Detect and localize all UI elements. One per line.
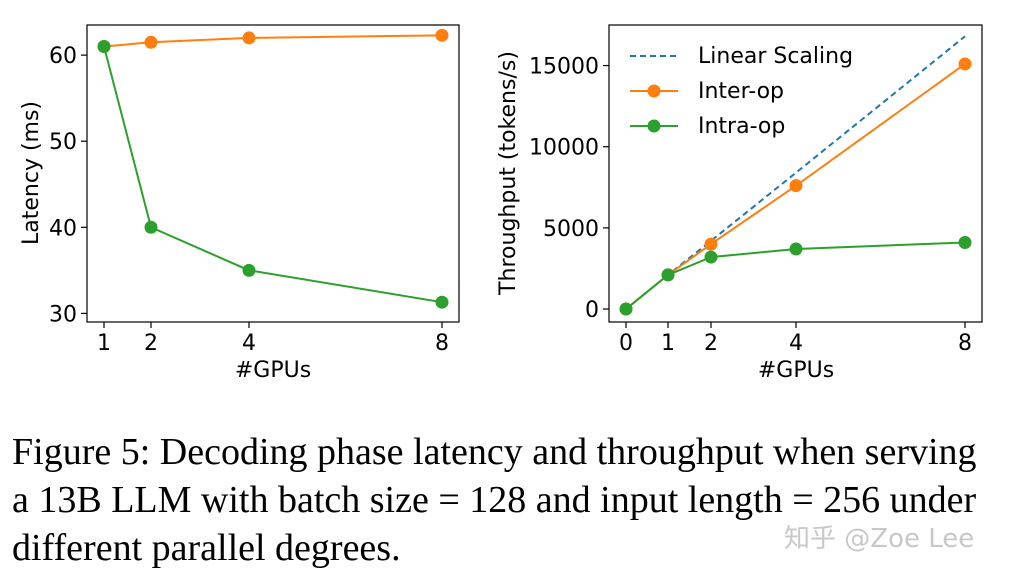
latency-x-axis-label: #GPUs — [235, 358, 311, 383]
legend-linear-scaling-label: Linear Scaling — [698, 44, 853, 69]
latency-inter-point — [144, 35, 158, 49]
throughput-legend: Linear Scaling Inter-op Intra-op — [630, 44, 853, 139]
throughput-x-tick-label: 0 — [619, 331, 633, 356]
throughput-x-tick-label: 8 — [958, 331, 972, 356]
throughput-linear-line — [625, 35, 966, 310]
throughput-intra-point — [789, 242, 803, 256]
legend-intra-op-swatch-marker — [647, 119, 661, 133]
latency-intra-point — [435, 295, 449, 309]
throughput-series — [619, 35, 972, 316]
throughput-x-axis-label: #GPUs — [758, 358, 834, 383]
throughput-y-tick-label: 15000 — [529, 55, 599, 80]
latency-x-tick-label: 1 — [97, 331, 111, 356]
latency-inter-point — [435, 28, 449, 42]
throughput-inter-point — [789, 179, 803, 193]
latency-inter-line — [103, 34, 443, 48]
throughput-x-ticks: 0 1 2 4 8 — [619, 322, 972, 356]
legend-inter-op-label: Inter-op — [698, 79, 784, 104]
throughput-intra-point — [661, 268, 675, 282]
latency-y-tick-label: 30 — [49, 302, 77, 327]
latency-y-axis-label: Latency (ms) — [19, 101, 44, 245]
throughput-y-ticks: 0 5000 10000 15000 — [529, 55, 609, 323]
throughput-x-tick-label: 4 — [789, 331, 803, 356]
throughput-x-tick-label: 2 — [704, 331, 718, 356]
throughput-chart: 0 1 2 4 8 0 5000 10000 15000 #GPUs Throughput (… — [496, 24, 983, 383]
figure-charts: 1 2 4 8 30 40 50 60 #GPUs Latency (ms) 0 1 2 4 8 0… — [19, 24, 983, 383]
watermark: 知乎 @Zoe Lee — [784, 524, 975, 554]
throughput-x-tick-label: 1 — [661, 331, 675, 356]
latency-series — [97, 28, 449, 309]
throughput-intra-point — [619, 302, 633, 316]
latency-x-tick-label: 2 — [144, 331, 158, 356]
latency-y-tick-label: 40 — [49, 216, 77, 241]
throughput-inter-point — [958, 57, 972, 71]
latency-intra-point — [242, 263, 256, 277]
latency-y-tick-label: 50 — [49, 130, 77, 155]
throughput-y-axis-label: Throughput (tokens/s) — [496, 51, 521, 296]
latency-intra-point — [97, 40, 111, 54]
latency-y-ticks: 30 40 50 60 — [49, 44, 87, 327]
throughput-inter-point — [704, 237, 718, 251]
figure-caption: Figure 5: Decoding phase latency and thr… — [12, 431, 977, 569]
throughput-y-tick-label: 10000 — [529, 136, 599, 161]
legend-intra-op-label: Intra-op — [698, 114, 785, 139]
latency-intra-line — [103, 46, 443, 304]
throughput-intra-point — [704, 250, 718, 264]
legend-inter-op-swatch-marker — [647, 84, 661, 98]
throughput-intra-point — [958, 235, 972, 249]
throughput-y-tick-label: 0 — [585, 298, 599, 323]
latency-inter-point — [242, 31, 256, 45]
latency-x-ticks: 1 2 4 8 — [97, 322, 449, 356]
throughput-y-tick-label: 5000 — [543, 217, 599, 242]
latency-plot-frame — [86, 24, 460, 323]
latency-intra-point — [144, 220, 158, 234]
latency-x-tick-label: 4 — [242, 331, 256, 356]
latency-y-tick-label: 60 — [49, 44, 77, 69]
latency-x-tick-label: 8 — [435, 331, 449, 356]
latency-chart: 1 2 4 8 30 40 50 60 #GPUs Latency (ms) — [19, 24, 460, 383]
